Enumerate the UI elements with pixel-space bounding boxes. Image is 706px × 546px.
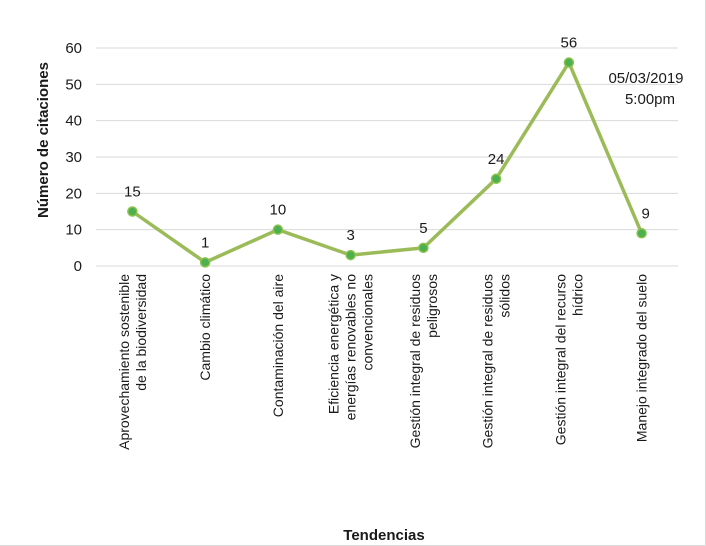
x-category-label: Gestión integral del recursohídrico [552,274,585,445]
x-category-label: Gestión integral de residuossólidos [480,274,513,448]
data-point [127,206,138,217]
data-point [199,257,211,268]
y-tick-label: 10 [65,222,82,239]
x-category-label: Gestión integral de residuospeligrosos [407,274,440,448]
x-category-label: Manejo integrado del suelo [634,274,650,442]
data-label: 56 [561,35,578,52]
data-point [563,57,575,68]
data-point [490,173,502,185]
y-tick-label: 40 [65,113,82,130]
y-tick-label: 50 [65,76,82,93]
series-line [131,60,644,265]
data-label: 3 [346,227,354,244]
y-tick-label: 30 [65,149,82,166]
y-tick-labels: 0 10 20 30 40 50 60 [65,40,82,275]
data-point [345,249,356,261]
data-points [127,57,647,268]
x-category-labels: Aprovechamiento sosteniblede la biodiver… [116,274,650,450]
y-tick-label: 20 [65,185,82,202]
x-category-label: Aprovechamiento sosteniblede la biodiver… [116,274,149,450]
x-category-label: Contaminación del aire [270,274,286,417]
gridlines [96,47,678,267]
x-axis-title: Tendencias [343,527,424,544]
data-point [418,242,429,254]
timestamp-annotation: 05/03/2019 5:00pm [608,70,683,108]
data-point [636,228,647,239]
y-tick-label: 60 [65,40,82,57]
x-category-label: Eficiencia energética yenergías renovabl… [326,274,376,421]
data-label: 15 [124,184,141,201]
x-category-label: Cambio climático [197,274,213,381]
data-label: 5 [419,220,427,237]
y-axis-title: Número de citaciones [35,62,52,218]
data-labels: 15 1 10 3 5 24 56 9 [124,35,650,252]
y-tick-label: 0 [74,258,82,275]
data-point [272,224,284,235]
series-line-group [131,60,644,265]
data-label: 1 [201,234,209,251]
data-label: 10 [270,202,287,219]
data-label: 9 [641,205,649,222]
data-label: 24 [488,151,505,168]
